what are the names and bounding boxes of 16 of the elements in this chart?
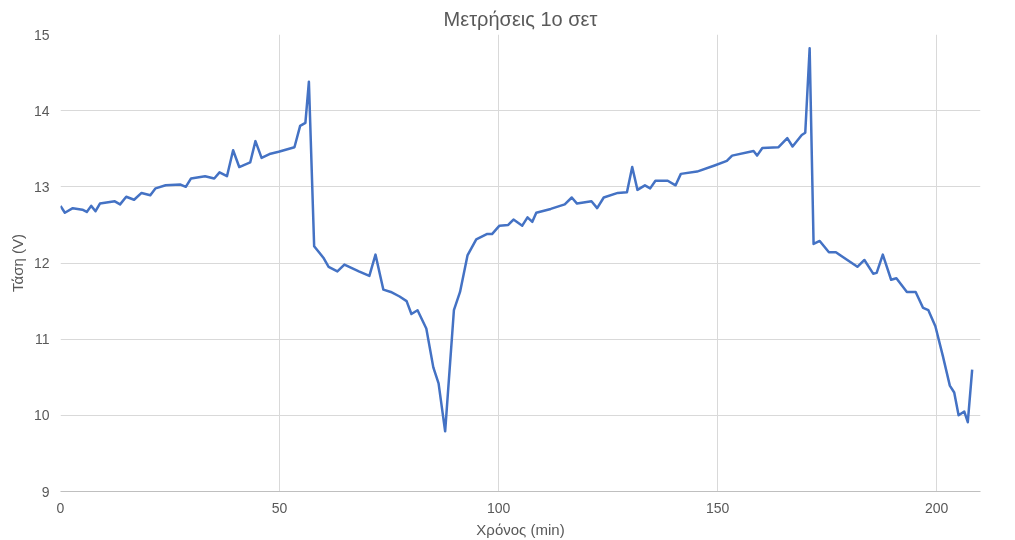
y-axis-title: Τάση (V) bbox=[8, 234, 26, 292]
x-tick-label: 150 bbox=[705, 499, 730, 516]
y-tick-label: 13 bbox=[33, 178, 50, 195]
y-tick-label: 12 bbox=[33, 255, 50, 271]
x-tick-label: 0 bbox=[56, 499, 65, 516]
x-tick-label: 200 bbox=[925, 499, 949, 516]
x-tick-label: 100 bbox=[486, 499, 511, 516]
y-tick-label: 9 bbox=[41, 483, 50, 500]
chart-title: Μετρήσεις 1ο σετ bbox=[443, 7, 598, 30]
line-series bbox=[60, 46, 974, 433]
y-tick-label: 11 bbox=[34, 331, 50, 348]
x-axis-title: Χρόνος (min) bbox=[476, 520, 565, 538]
x-tick-label: 50 bbox=[271, 499, 288, 516]
y-tick-label: 14 bbox=[33, 102, 50, 119]
y-tick-label: 10 bbox=[33, 407, 50, 424]
y-tick-label: 15 bbox=[33, 26, 50, 43]
